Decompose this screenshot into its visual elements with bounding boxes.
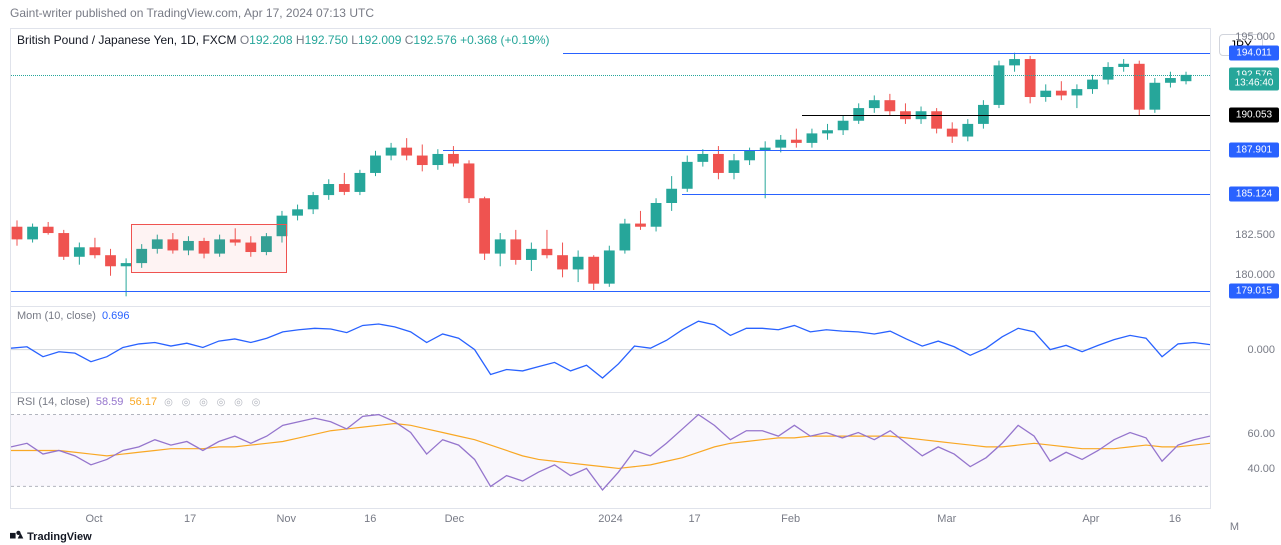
rsi-pane[interactable]: RSI (14, close) 58.59 56.17 ◎ ◎ ◎ ◎ ◎ ◎ xyxy=(11,393,1210,508)
price-tick: 195.000 xyxy=(1235,31,1275,43)
time-tick: 16 xyxy=(1169,513,1181,525)
price-tag: 13:46:40 xyxy=(1229,75,1279,90)
price-tag: 185.124 xyxy=(1229,186,1279,201)
price-tag: 187.901 xyxy=(1229,142,1279,157)
momentum-legend: Mom (10, close) 0.696 xyxy=(17,310,130,322)
chart-container: British Pound / Japanese Yen, 1D, FXCM O… xyxy=(10,28,1211,509)
rsi-tick: 40.00 xyxy=(1247,463,1275,475)
price-pane[interactable]: British Pound / Japanese Yen, 1D, FXCM O… xyxy=(11,29,1210,307)
time-tick: Nov xyxy=(276,513,296,525)
time-tick: Dec xyxy=(445,513,465,525)
symbol-name: British Pound / Japanese Yen, 1D, FXCM xyxy=(17,33,236,47)
symbol-legend: British Pound / Japanese Yen, 1D, FXCM O… xyxy=(17,33,550,47)
time-tick: Apr xyxy=(1082,513,1099,525)
time-tick: Feb xyxy=(781,513,800,525)
rsi-settings-icons[interactable]: ◎ ◎ ◎ ◎ ◎ ◎ xyxy=(164,397,263,408)
price-tick: 182.500 xyxy=(1235,229,1275,241)
price-scale[interactable]: 195.000182.500180.000194.011192.57613:46… xyxy=(1221,28,1281,509)
time-tick: Oct xyxy=(86,513,103,525)
price-tag: 179.015 xyxy=(1229,283,1279,298)
time-tick: 2024 xyxy=(598,513,622,525)
time-tick: Mar xyxy=(937,513,956,525)
time-tick: 17 xyxy=(688,513,700,525)
price-tag: 194.011 xyxy=(1229,45,1279,60)
rsi-tick: 60.00 xyxy=(1247,428,1275,440)
time-axis-right: M xyxy=(1230,521,1239,533)
tradingview-logo[interactable]: TradingView xyxy=(10,530,92,543)
time-axis[interactable]: Oct 17 Nov 16 Dec 2024 17 Feb Mar Apr 16 xyxy=(10,511,1211,531)
time-tick: 17 xyxy=(184,513,196,525)
price-tick: 180.000 xyxy=(1235,269,1275,281)
rsi-legend: RSI (14, close) 58.59 56.17 ◎ ◎ ◎ ◎ ◎ ◎ xyxy=(17,396,263,408)
price-tag: 190.053 xyxy=(1229,108,1279,123)
rsi-svg xyxy=(11,393,1210,508)
time-tick: 16 xyxy=(364,513,376,525)
momentum-svg xyxy=(11,307,1210,392)
momentum-tick: 0.000 xyxy=(1247,344,1275,356)
momentum-pane[interactable]: Mom (10, close) 0.696 xyxy=(11,307,1210,393)
publish-header: Gaint-writer published on TradingView.co… xyxy=(0,0,1281,26)
